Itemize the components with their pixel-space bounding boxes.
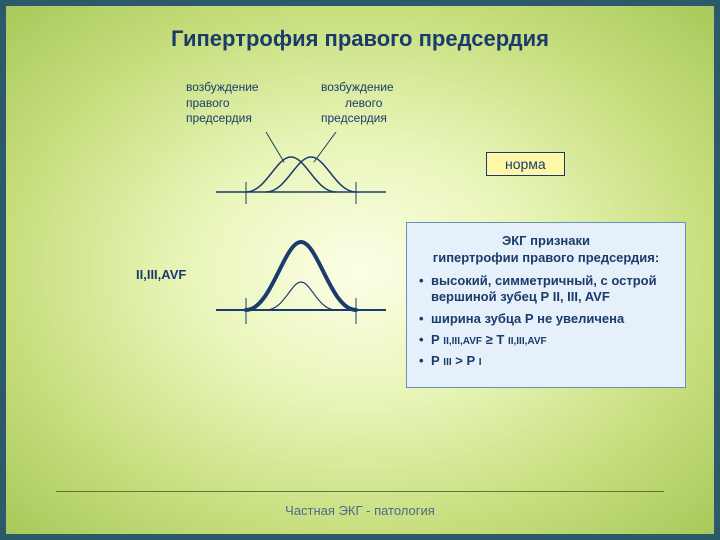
info-title: ЭКГ признаки bbox=[419, 233, 673, 248]
content-area: возбуждение правого предсердия возбужден… bbox=[36, 72, 684, 452]
ecg-signs-box: ЭКГ признаки гипертрофии правого предсер… bbox=[406, 222, 686, 388]
normal-pwave-svg bbox=[206, 132, 396, 212]
info-list: высокий, симметричный, с острой вершиной… bbox=[419, 273, 673, 370]
info-item: Р II,III,AVF ≥ Т II,III,AVF bbox=[419, 332, 673, 349]
text-line: возбуждение bbox=[186, 80, 259, 94]
info-item: высокий, симметричный, с острой вершиной… bbox=[419, 273, 673, 306]
norm-badge: норма bbox=[486, 152, 565, 176]
text-line: левого bbox=[321, 96, 382, 110]
slide-panel: Гипертрофия правого предсердия возбужден… bbox=[6, 6, 714, 534]
text-line: правого bbox=[186, 96, 230, 110]
label-left-atrium-excitation: возбуждение левого предсердия bbox=[321, 80, 394, 127]
hypertrophy-pwave-diagram bbox=[206, 232, 396, 337]
hypertrophy-pwave-svg bbox=[206, 232, 396, 332]
label-right-atrium-excitation: возбуждение правого предсердия bbox=[186, 80, 259, 127]
text-line: возбуждение bbox=[321, 80, 394, 94]
info-item: ширина зубца Р не увеличена bbox=[419, 311, 673, 327]
normal-pwave-diagram bbox=[206, 132, 396, 217]
info-subtitle: гипертрофии правого предсердия: bbox=[419, 250, 673, 265]
footer-text: Частная ЭКГ - патология bbox=[6, 503, 714, 518]
info-item: Р III > Р I bbox=[419, 353, 673, 370]
page-title: Гипертрофия правого предсердия bbox=[36, 26, 684, 52]
outer-frame: Гипертрофия правого предсердия возбужден… bbox=[0, 0, 720, 540]
divider-line bbox=[56, 491, 664, 492]
text-line: предсердия bbox=[186, 111, 252, 125]
text-line: предсердия bbox=[321, 111, 387, 125]
leads-label: II,III,AVF bbox=[136, 267, 186, 282]
